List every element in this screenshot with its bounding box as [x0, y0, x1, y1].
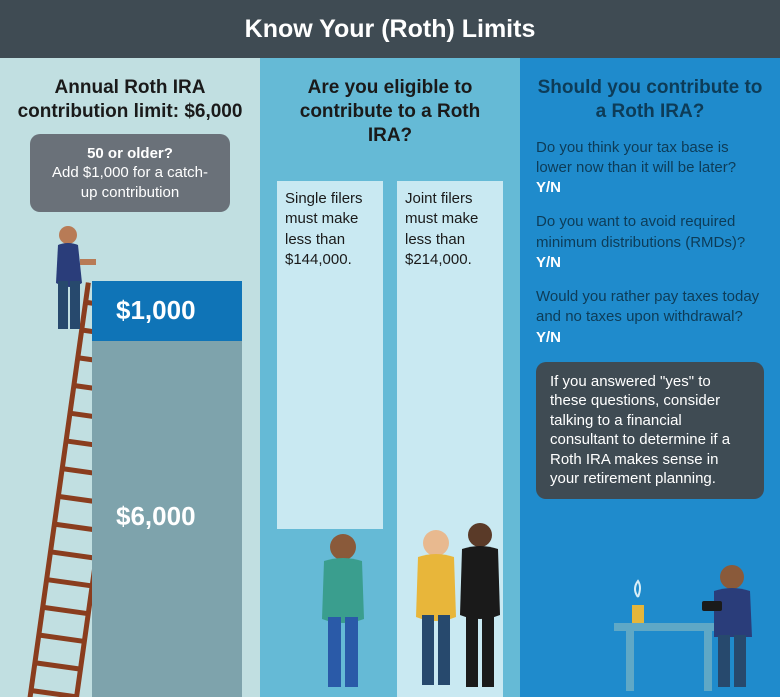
person-ladder-illustration — [24, 221, 96, 341]
bar-base-label: $6,000 — [116, 501, 196, 532]
col3-callout-text: If you answered "yes" to these questions… — [550, 373, 730, 488]
columns: Annual Roth IRA contribution limit: $6,0… — [0, 58, 780, 697]
bar-base: $6,000 — [92, 341, 242, 697]
yn-label: Y/N — [536, 179, 561, 196]
col1-callout-text: Add $1,000 for a catch-up contribution — [52, 164, 208, 201]
header-title: Know Your (Roth) Limits — [245, 15, 536, 44]
col3-questions: Do you think your tax base is lower now … — [536, 138, 764, 348]
col-should-you: Should you contribute to a Roth IRA? Do … — [520, 58, 780, 697]
yn-label: Y/N — [536, 254, 561, 271]
question: Do you think your tax base is lower now … — [536, 138, 764, 199]
header-bar: Know Your (Roth) Limits — [0, 0, 780, 58]
col1-heading: Annual Roth IRA contribution limit: $6,0… — [16, 76, 244, 124]
col1-callout-bold: 50 or older? — [87, 145, 173, 162]
bar-catchup: $1,000 — [92, 281, 242, 341]
col2-heading: Are you eligible to contribute to a Roth… — [276, 76, 504, 147]
question: Do you want to avoid required minimum di… — [536, 212, 764, 273]
question-text: Do you think your tax base is lower now … — [536, 139, 736, 176]
bar-catchup-label: $1,000 — [116, 295, 196, 326]
person-single-illustration — [298, 527, 388, 697]
bar-text: Joint filers must make less than $214,00… — [405, 189, 495, 270]
question-text: Do you want to avoid required minimum di… — [536, 213, 745, 250]
col-eligibility: Are you eligible to contribute to a Roth… — [260, 58, 520, 697]
person-phone-illustration — [614, 547, 774, 697]
col1-callout: 50 or older? Add $1,000 for a catch-up c… — [30, 134, 230, 213]
question-text: Would you rather pay taxes today and no … — [536, 288, 759, 325]
col1-bars: $1,000 $6,000 — [92, 281, 242, 697]
bar-text: Single filers must make less than $144,0… — [285, 189, 375, 270]
col-contribution-limit: Annual Roth IRA contribution limit: $6,0… — [0, 58, 260, 697]
bar-single-filers: Single filers must make less than $144,0… — [277, 181, 383, 529]
people-couple-illustration — [398, 517, 518, 697]
question: Would you rather pay taxes today and no … — [536, 287, 764, 348]
yn-label: Y/N — [536, 329, 561, 346]
infographic-root: Know Your (Roth) Limits Annual Roth IRA … — [0, 0, 780, 697]
col3-callout: If you answered "yes" to these questions… — [536, 362, 764, 499]
col3-heading: Should you contribute to a Roth IRA? — [536, 76, 764, 124]
